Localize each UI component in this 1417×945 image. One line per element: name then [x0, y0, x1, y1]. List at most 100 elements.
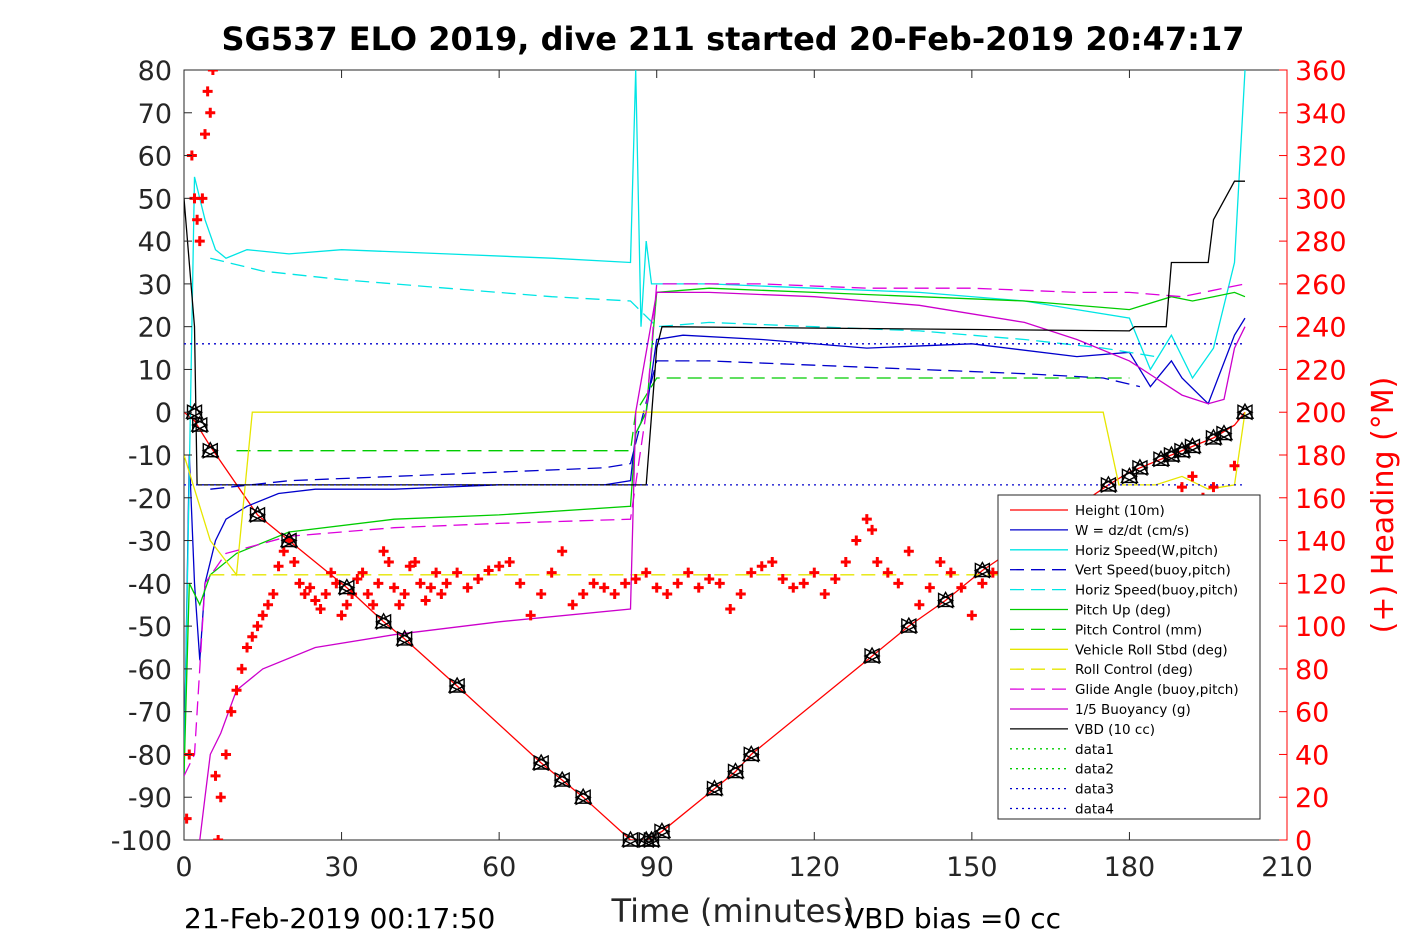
dive-marker — [642, 830, 661, 849]
series-line-2 — [184, 70, 1246, 776]
heading-point — [966, 610, 977, 621]
y-right-tick-label: 20 — [1295, 783, 1329, 814]
dive-marker — [573, 787, 593, 806]
heading-point — [599, 582, 610, 593]
heading-point — [213, 835, 224, 840]
dive-marker — [621, 830, 640, 849]
dive-marker — [936, 591, 955, 609]
dive-marker — [1099, 475, 1118, 494]
heading-point — [977, 578, 988, 589]
y-tick-label: 80 — [138, 56, 172, 87]
y-right-tick-label: 100 — [1295, 612, 1347, 643]
y-right-tick-label: 40 — [1295, 740, 1329, 771]
footer-vbd-bias: VBD bias =0 cc — [845, 902, 1061, 935]
heading-point — [830, 574, 841, 585]
dive-marker — [652, 822, 672, 840]
y-tick-label: -70 — [128, 698, 172, 729]
dive-marker — [705, 779, 724, 797]
heading-point — [893, 578, 904, 589]
heading-point — [399, 589, 410, 600]
heading-point — [200, 129, 211, 140]
legend-label: Pitch Up (deg) — [1075, 603, 1171, 619]
y-right-tick-label: 300 — [1295, 184, 1347, 215]
heading-point — [425, 582, 436, 593]
heading-point — [352, 574, 363, 585]
dive-marker — [552, 770, 572, 789]
legend-box — [997, 494, 1261, 820]
footer-date: 21-Feb-2019 00:17:50 — [184, 902, 495, 935]
series-line-3 — [210, 360, 1141, 490]
y-tick-label: -90 — [128, 783, 172, 814]
y-right-tick-label: 340 — [1295, 99, 1347, 130]
heading-point — [436, 589, 447, 600]
heading-point — [714, 578, 725, 589]
heading-point — [236, 663, 247, 674]
y-right-tick-label: 160 — [1295, 484, 1347, 515]
heading-point — [746, 567, 757, 578]
x-tick-label: 0 — [175, 852, 192, 883]
y-tick-label: 30 — [138, 270, 172, 301]
heading-point — [777, 574, 788, 585]
heading-point — [567, 599, 578, 610]
y-tick-label: 10 — [138, 355, 172, 386]
dive-marker — [337, 578, 357, 596]
heading-point — [725, 604, 736, 614]
heading-point — [404, 561, 415, 572]
legend: Height (10m) W = dz/dt (cm/s) Horiz Speed(… — [997, 494, 1261, 820]
dive-marker — [1130, 458, 1150, 476]
series-line-10 — [199, 291, 1246, 840]
heading-layer — [184, 70, 1240, 840]
x-tick-label: 90 — [640, 852, 674, 883]
heading-point — [357, 567, 368, 578]
heading-point — [383, 556, 394, 567]
heading-point — [362, 589, 373, 600]
heading-point — [341, 599, 352, 610]
dive-marker — [862, 646, 882, 665]
heading-point — [557, 546, 568, 557]
heading-point — [263, 599, 274, 610]
heading-point — [415, 578, 426, 589]
heading-point — [620, 578, 631, 589]
legend-label: VBD (10 cc) — [1075, 722, 1155, 738]
y-right-tick-label: 260 — [1295, 270, 1347, 301]
heading-point — [378, 546, 389, 557]
heading-point — [903, 546, 914, 557]
heading-point — [483, 565, 494, 576]
y-tick-label: -20 — [128, 484, 172, 515]
heading-point — [504, 556, 515, 567]
series-line-9 — [184, 283, 1246, 777]
y-right-tick-label: 360 — [1295, 56, 1347, 87]
heading-point — [735, 589, 746, 600]
heading-point — [210, 770, 221, 781]
heading-point — [389, 582, 400, 593]
dive-marker — [742, 745, 761, 763]
heading-point — [867, 524, 878, 535]
legend-label: data4 — [1075, 802, 1114, 818]
legend-label: Vert Speed(buoy,pitch) — [1075, 563, 1231, 579]
dive-marker — [1235, 402, 1255, 421]
heading-point — [672, 578, 683, 589]
heading-point — [1208, 482, 1219, 493]
heading-point — [278, 546, 289, 557]
heading-point — [935, 556, 946, 567]
heading-point — [609, 589, 620, 600]
heading-point — [207, 70, 218, 75]
heading-point — [683, 567, 694, 578]
heading-point — [257, 610, 268, 621]
heading-point — [494, 561, 505, 572]
heading-point — [310, 595, 321, 606]
heading-point — [247, 631, 258, 642]
heading-point — [788, 582, 799, 593]
heading-point — [299, 589, 310, 600]
dive-marker — [447, 676, 467, 695]
y-right-tick-label: 60 — [1295, 698, 1329, 729]
dive-marker — [899, 616, 919, 635]
legend-label: Vehicle Roll Stbd (deg) — [1075, 642, 1228, 658]
y-right-tick-label: 200 — [1295, 398, 1347, 429]
series-line-4 — [210, 257, 1156, 358]
legend-label: data1 — [1075, 742, 1114, 758]
legend-label: Pitch Control (mm) — [1075, 622, 1202, 638]
heading-point — [320, 589, 331, 600]
y-right-tick-label: 320 — [1295, 142, 1347, 173]
x-tick-label: 150 — [946, 852, 998, 883]
